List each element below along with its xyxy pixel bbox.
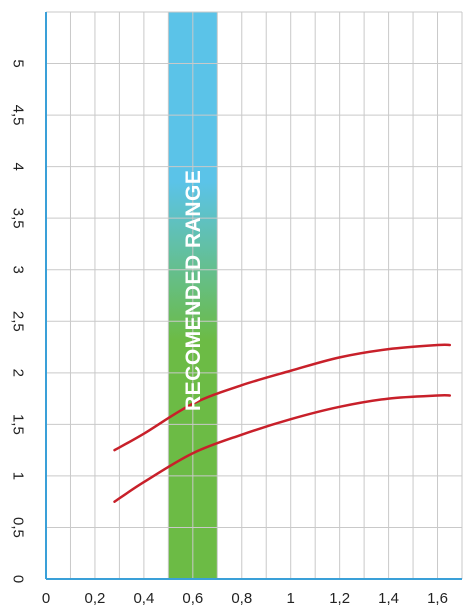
x-tick-label: 1	[287, 590, 295, 607]
x-tick-label: 1,6	[427, 590, 448, 607]
x-tick-label: 1,2	[329, 590, 350, 607]
x-tick-label: 0	[42, 590, 50, 607]
y-tick-label: 1	[10, 472, 27, 480]
y-tick-label: 5	[10, 59, 27, 67]
y-tick-label: 4,5	[10, 105, 27, 126]
x-tick-label: 0,2	[85, 590, 106, 607]
series-line-1	[113, 343, 452, 452]
y-tick-label: 0,5	[10, 517, 27, 538]
y-tick-label: 0	[10, 575, 27, 583]
y-tick-label: 3,5	[10, 208, 27, 229]
band-label: RECOMENDED RANGE	[182, 170, 205, 411]
series-line-2	[113, 394, 452, 503]
x-tick-label: 1,4	[378, 590, 399, 607]
x-tick-label: 0,8	[231, 590, 252, 607]
y-tick-label: 3	[10, 266, 27, 274]
x-tick-label: 0,6	[182, 590, 203, 607]
y-tick-label: 4	[10, 162, 27, 170]
y-tick-label: 2	[10, 369, 27, 377]
y-tick-label: 2,5	[10, 311, 27, 332]
x-tick-label: 0,4	[133, 590, 154, 607]
y-tick-label: 1,5	[10, 414, 27, 435]
